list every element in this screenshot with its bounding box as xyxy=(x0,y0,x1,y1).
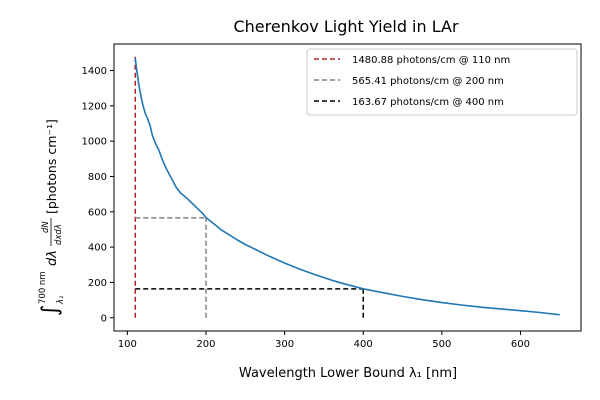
plot-layer xyxy=(134,56,560,318)
x-axis: 100 200 300 400 500 600 xyxy=(118,331,530,350)
y-label-units: [photons cm⁻¹] xyxy=(44,119,59,214)
y-tick-label: 200 xyxy=(88,278,107,289)
x-tick-label: 500 xyxy=(432,339,451,350)
y-label-upper-limit: 700 nm xyxy=(38,271,48,304)
legend-label-2: 163.67 photons/cm @ 400 nm xyxy=(352,97,504,108)
plot-frame xyxy=(113,43,582,332)
y-tick-label: 0 xyxy=(101,313,107,324)
x-tick-label: 600 xyxy=(511,339,530,350)
y-axis-label: ∫ 700 nm λ₁ dλ dN dxdλ [photons cm⁻¹] xyxy=(38,119,66,316)
y-label-fraction-numerator: dN xyxy=(41,221,51,233)
y-tick-label: 400 xyxy=(88,243,107,254)
x-tick-label: 400 xyxy=(354,339,373,350)
y-tick-label: 600 xyxy=(88,207,107,218)
y-tick-label: 1200 xyxy=(82,101,107,112)
x-tick-label: 100 xyxy=(118,339,137,350)
series-line-0 xyxy=(134,57,560,316)
y-label-fraction-denominator: dxdλ xyxy=(54,224,64,245)
y-tick-label: 800 xyxy=(88,172,107,183)
legend-label-1: 565.41 photons/cm @ 200 nm xyxy=(352,76,504,87)
y-tick-label: 1400 xyxy=(82,66,107,77)
legend-label-0: 1480.88 photons/cm @ 110 nm xyxy=(352,55,510,66)
legend-box xyxy=(306,48,578,116)
legend: 1480.88 photons/cm @ 110 nm 565.41 photon… xyxy=(306,48,578,116)
y-label-d-lambda: dλ xyxy=(45,250,60,266)
x-tick-label: 200 xyxy=(196,339,215,350)
y-label-integral: ∫ xyxy=(38,305,63,316)
y-label-lower-limit: λ₁ xyxy=(56,296,66,305)
x-axis-label: Wavelength Lower Bound λ₁ [nm] xyxy=(239,366,457,381)
x-tick-label: 300 xyxy=(275,339,294,350)
y-axis: 0 200 400 600 800 1000 1200 1400 xyxy=(82,66,114,324)
y-tick-label: 1000 xyxy=(82,137,107,148)
chart-title: Cherenkov Light Yield in LAr xyxy=(233,17,459,36)
